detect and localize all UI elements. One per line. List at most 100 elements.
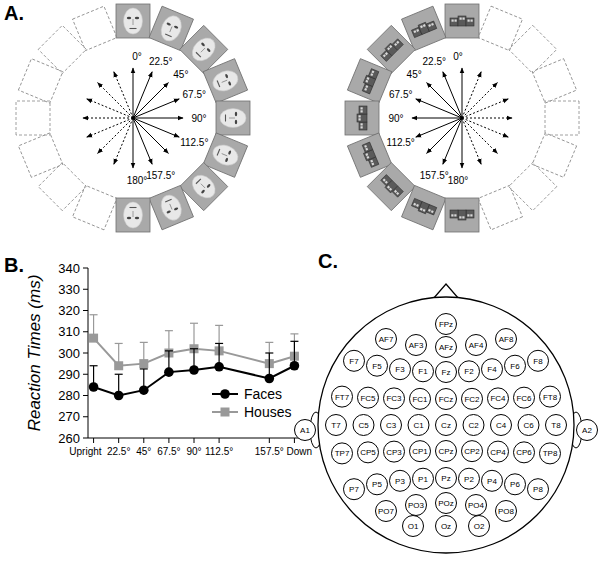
stimulus-frame [445,4,479,38]
electrode-circle [463,415,484,436]
electrode: F2 [459,361,480,382]
angle-label: 180° [448,175,469,186]
y-tick-label: 260 [58,431,80,446]
electrode: P4 [482,470,503,491]
placeholder-box [509,25,557,73]
placeholder-box [478,6,522,50]
electrode: C4 [491,415,512,436]
stimulus-frame [402,185,446,229]
angle-label: 45° [407,69,422,80]
house-window [396,41,399,44]
house-window [431,23,434,26]
house-window [420,25,423,28]
electrode: CP6 [514,442,535,463]
error-cap [215,343,223,344]
electrode-circle [326,415,347,436]
house-window [420,208,423,211]
electrode: AF3 [406,335,427,356]
placeholder-box [509,163,557,211]
electrode: C2 [463,415,484,436]
electrode-label: AFz [439,343,453,352]
electrode: CP1 [410,441,431,462]
electrode-map: FPzAF7AF3AFzAF4AF8F7F5F3F1FzF2F4F6F8FT7F… [295,284,598,553]
house-window [366,156,369,159]
electrode: PO4 [466,495,487,516]
electrode: FC5 [358,387,379,408]
arrow [133,68,134,118]
error-cap [190,348,198,349]
electrode-circle [528,350,549,371]
arrow [133,99,179,118]
electrode: F1 [413,361,434,382]
placeholder [38,163,86,211]
y-tick [83,268,88,269]
electrode-label: F4 [487,365,497,374]
face-eye [206,48,211,53]
y-tick [83,374,88,375]
electrode-label: AF4 [469,341,484,350]
house-window [359,118,361,120]
electrode-circle [406,495,427,516]
electrode-label: Pz [441,474,450,483]
electrode-circle [496,501,517,522]
electrode-circle [436,468,457,489]
electrode-label: Oz [441,522,451,531]
house-window [370,73,373,76]
house-block [411,198,421,208]
stimulus [402,185,446,229]
arrow-dotted [98,83,133,118]
marker-circle [114,391,124,401]
electrode-label: F1 [418,367,428,376]
panel-label: B. [4,254,24,276]
panel-label: C. [318,250,338,272]
house-block [466,18,474,26]
y-tick-label: 300 [58,346,80,361]
electrode-circle [540,443,561,464]
face-eye [228,150,232,155]
placeholder [73,185,117,229]
electrode: AF4 [466,335,487,356]
electrode: TP8 [540,443,561,464]
house-window [467,214,469,216]
electrode-circle [344,479,365,500]
electrode-circle [577,420,598,441]
placeholder [509,25,557,73]
placeholder-box [73,6,117,50]
error-cap [115,343,123,344]
house-window [470,214,472,216]
electrode: T8 [546,415,567,436]
face-eye [135,17,139,19]
electrode: AFz [436,337,457,358]
stimulus [116,4,150,38]
electrode-label: C4 [496,421,507,430]
electrode-label: C3 [386,421,397,430]
electrode-circle [358,387,379,408]
house-window [359,115,361,117]
placeholder-box [532,133,576,177]
electrode-circle [459,468,480,489]
face-oval [188,34,220,66]
placeholder [73,6,117,50]
electrode-circle [436,337,457,358]
house-window [361,123,363,125]
face-oval [188,171,220,203]
stimulus-frame [445,198,479,232]
electrode-circle [390,359,411,380]
error-cap [290,333,298,334]
electrode: P1 [413,468,434,489]
house-window [416,204,419,207]
electrode-label: PO3 [408,501,425,510]
electrode: CP3 [384,441,405,462]
placeholder-box [38,163,86,211]
house-window [394,190,397,193]
electrode-circle [390,470,411,491]
y-tick [83,395,88,396]
house-window [370,160,373,163]
electrode-label: F7 [349,357,359,366]
x-tick [168,438,169,443]
arrow [133,118,134,168]
electrode-label: FT7 [335,393,350,402]
error-cap [165,330,173,331]
face-mouth [130,28,137,29]
y-axis-label: Reaction Times (ms) [25,275,44,432]
